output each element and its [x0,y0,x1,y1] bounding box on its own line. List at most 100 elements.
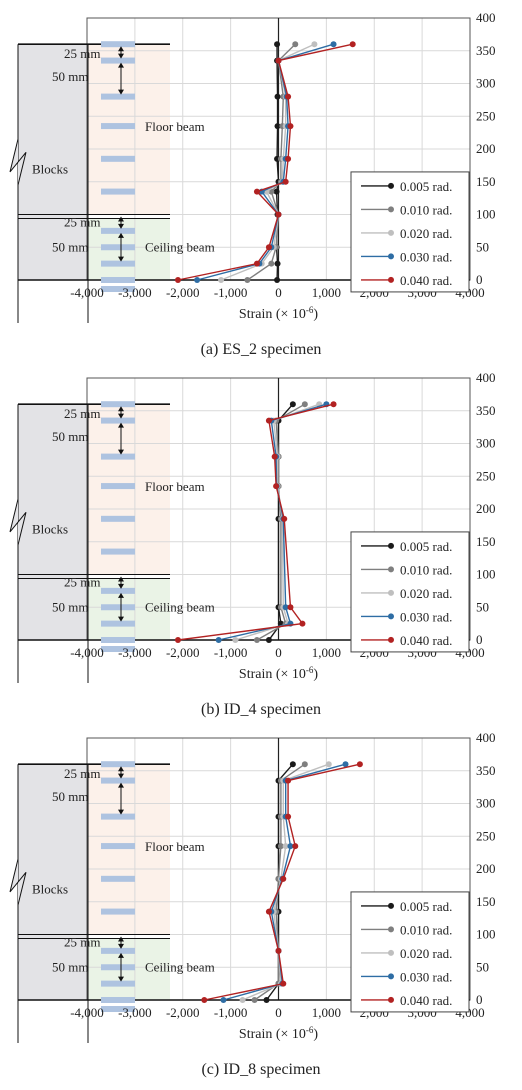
dimension-label-top-50: 50 mm [52,69,88,84]
data-point [275,57,282,64]
dimension-arrow-bot-50-arrowhead [118,616,124,622]
strain-gauge-bar [101,548,135,555]
blocks-label: Blocks [32,162,68,177]
data-point [263,997,270,1003]
series-line [196,43,334,281]
data-point [292,41,299,48]
dimension-arrow-bot-25-arrowhead [118,216,124,222]
legend-entry-label: 0.005 rad. [400,899,452,914]
legend-swatch-dot [388,996,394,1003]
strain-gauge-bar [101,813,135,820]
data-point [174,277,181,283]
dimension-arrow-top-50-arrowhead [118,89,124,95]
data-point [285,813,292,820]
data-point [265,908,272,915]
y-tick-label: 250 [476,108,496,123]
y-tick-label: 50 [476,959,489,974]
data-point [265,244,272,251]
wall-block [18,764,88,1000]
strain-gauge-bar [101,244,135,251]
legend-entry-label: 0.005 rad. [400,179,452,194]
data-point [274,41,281,48]
x-axis-label: Strain (× 10-6) [239,665,319,682]
strain-gauge-bar [101,277,135,283]
dimension-arrow-top-25-arrowhead [118,766,124,772]
legend-entry-label: 0.010 rad. [400,922,452,937]
dimension-arrow-top-50-arrowhead [118,782,124,788]
legend-swatch-dot [388,182,394,189]
x-tick-label: 1,000 [312,1005,341,1020]
data-point [285,777,292,784]
dimension-arrow-top-25-arrowhead [118,773,124,779]
chart-svg-a: 25 mm 50 mm Blocks Floor beam 25 mm 50 mm Ceil… [9,10,496,358]
data-point [289,401,296,408]
data-point [253,260,260,267]
wall-block [18,404,88,640]
strain-gauge-bar [101,188,135,195]
y-tick-label: 100 [476,567,496,582]
y-tick-label: 400 [476,370,496,385]
floor-beam-zone [88,764,170,935]
legend-entry-label: 0.005 rad. [400,539,452,554]
x-tick-label: -4,000 [70,285,104,300]
legend-entry-label: 0.010 rad. [400,202,452,217]
legend-entry-label: 0.020 rad. [400,586,452,601]
legend-entry-label: 0.030 rad. [400,249,452,264]
legend-box [350,171,470,293]
dimension-label-bot-50: 50 mm [52,959,88,974]
floor-beam-label: Floor beam [145,479,205,494]
y-tick-label: 400 [476,10,496,25]
y-tick-label: 250 [476,828,496,843]
strain-gauge-bar [101,646,135,652]
data-point [215,637,222,643]
legend-swatch-dot [388,589,394,596]
data-point [275,947,282,954]
x-tick-label: -1,000 [214,1005,248,1020]
strain-gauge-bar [101,620,135,627]
dimension-label-bot-50: 50 mm [52,239,88,254]
y-tick-label: 200 [476,861,496,876]
data-point [274,123,281,130]
dimension-arrow-bot-25-arrowhead [118,223,124,229]
dimension-label-top-25: 25 mm [64,406,100,421]
legend-entry-label: 0.030 rad. [400,609,452,624]
legend-entry-label: 0.030 rad. [400,969,452,984]
y-tick-label: 50 [476,599,489,614]
chart-svg-c: 25 mm 50 mm Blocks Floor beam 25 mm 50 mm Ceil… [9,730,496,1078]
ceiling-beam-label: Ceiling beam [145,599,215,614]
strain-gauge-bar [101,515,135,522]
x-tick-label: -1,000 [214,645,248,660]
legend-swatch-dot [388,229,394,236]
data-point [292,843,299,850]
dimension-label-top-25: 25 mm [64,46,100,61]
data-point [271,453,278,460]
legend-entry-label: 0.020 rad. [400,226,452,241]
panel-caption: (c) ID_8 specimen [201,1061,320,1078]
legend-entry-label: 0.040 rad. [400,993,452,1008]
legend-swatch-dot [388,636,394,643]
y-tick-label: 100 [476,927,496,942]
x-tick-label: 1,000 [312,285,341,300]
strain-gauge-bar [101,777,135,784]
dimension-label-bot-50: 50 mm [52,599,88,614]
strain-gauge-bar [101,453,135,460]
strain-gauge-bar [101,908,135,915]
x-tick-label: -1,000 [214,285,248,300]
data-point [349,41,356,48]
strain-gauge-bar [101,843,135,850]
chart-panel-c: 25 mm 50 mm Blocks Floor beam 25 mm 50 mm Ceil… [0,720,522,1080]
data-point [280,980,287,987]
data-point [301,761,308,768]
dimension-arrow-bot-50-arrowhead [118,976,124,982]
x-tick-label: -3,000 [118,645,152,660]
floor-beam-label: Floor beam [145,839,205,854]
dimension-arrow-bot-50-arrowhead [118,952,124,958]
dimension-arrow-top-50-arrowhead [118,809,124,815]
y-tick-label: 300 [476,796,496,811]
y-tick-label: 0 [476,992,483,1007]
strain-gauge-bar [101,587,135,594]
data-point [356,761,363,768]
data-point [277,843,284,850]
legend-swatch-dot [388,276,394,283]
data-point [287,843,294,850]
